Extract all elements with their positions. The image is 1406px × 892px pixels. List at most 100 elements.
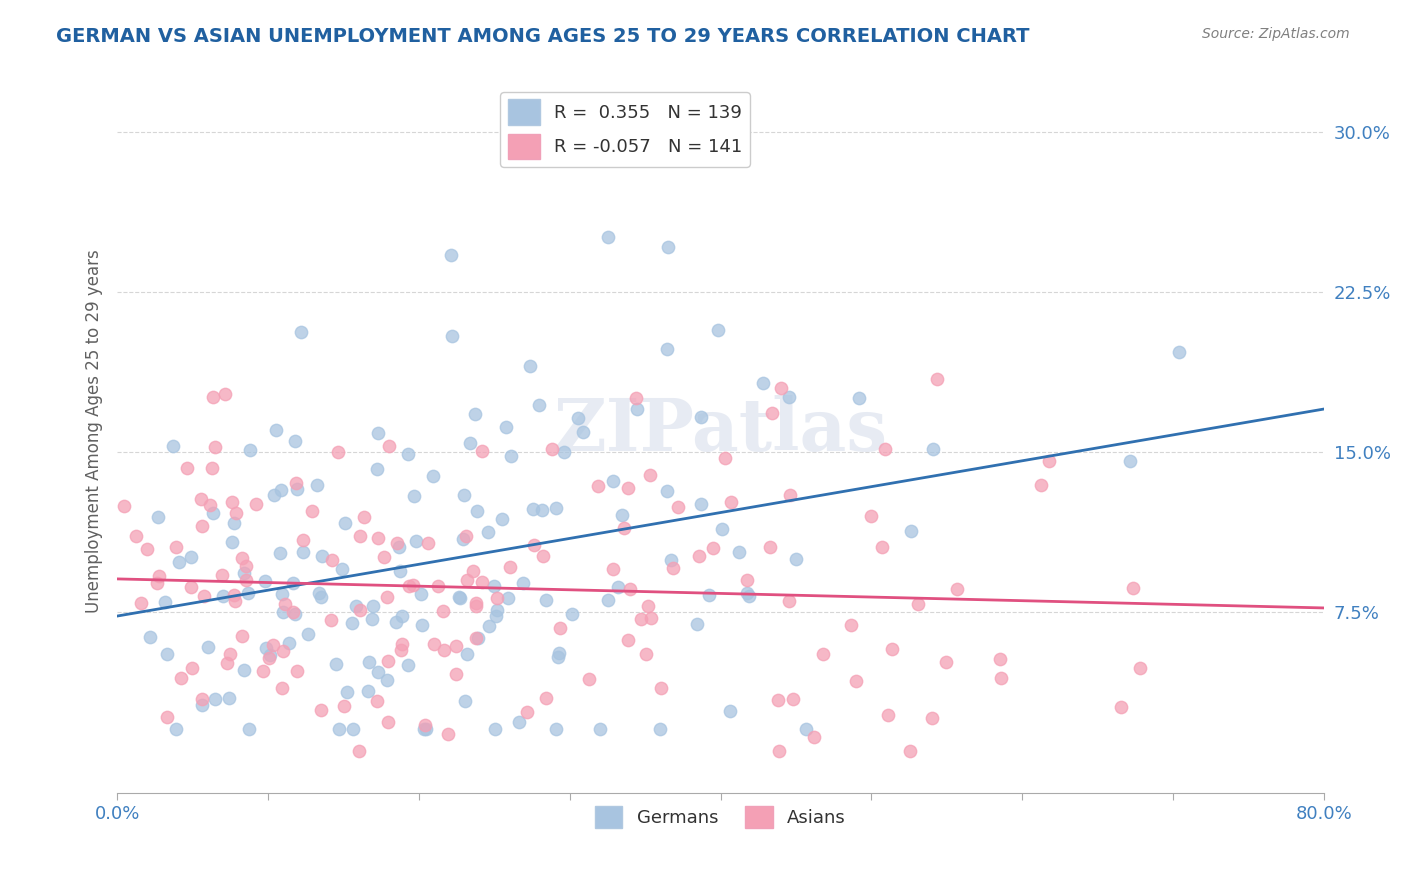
Germans [367,425,389,440]
Asians [778,594,800,608]
Germans [522,501,544,516]
Germans [685,617,707,632]
Asians [779,488,801,502]
Germans [284,607,307,621]
Germans [491,512,513,526]
Asians [1111,699,1133,714]
Germans [233,566,256,581]
Y-axis label: Unemployment Among Ages 25 to 29 years: Unemployment Among Ages 25 to 29 years [86,249,103,613]
Asians [385,536,408,550]
Germans [388,540,411,554]
Germans [572,425,595,439]
Asians [811,647,834,661]
Asians [877,707,900,722]
Asians [191,518,214,533]
Asians [578,672,600,686]
Asians [446,667,468,681]
Germans [794,723,817,737]
Germans [271,587,294,601]
Germans [375,673,398,688]
Germans [146,509,169,524]
Germans [534,593,557,607]
Germans [548,646,571,660]
Asians [112,499,135,513]
Asians [389,643,412,657]
Asians [180,580,202,594]
Germans [519,359,541,373]
Asians [880,642,903,657]
Germans [531,503,554,517]
Asians [367,531,389,545]
Asians [333,699,356,714]
Text: ZIPatlas: ZIPatlas [554,395,887,467]
Asians [761,406,783,420]
Asians [1122,581,1144,595]
Asians [252,664,274,678]
Germans [655,484,678,499]
Asians [1031,477,1053,491]
Germans [648,723,671,737]
Asians [347,744,370,758]
Asians [200,499,222,513]
Text: GERMAN VS ASIAN UNEMPLOYMENT AMONG AGES 25 TO 29 YEARS CORRELATION CHART: GERMAN VS ASIAN UNEMPLOYMENT AMONG AGES … [56,27,1029,45]
Germans [464,407,486,421]
Asians [222,588,245,602]
Germans [263,488,285,502]
Asians [471,574,494,589]
Germans [139,630,162,644]
Germans [264,423,287,437]
Asians [427,579,450,593]
Germans [728,545,751,559]
Asians [170,671,193,685]
Asians [465,596,488,610]
Asians [375,590,398,604]
Asians [737,573,759,587]
Asians [193,590,215,604]
Germans [269,547,291,561]
Asians [283,605,305,619]
Asians [231,628,253,642]
Asians [617,633,640,648]
Germans [657,240,679,254]
Asians [536,690,558,705]
Asians [640,610,662,624]
Asians [211,568,233,582]
Germans [366,462,388,476]
Germans [738,589,761,603]
Germans [283,576,305,591]
Asians [191,691,214,706]
Asians [413,718,436,732]
Asians [201,460,224,475]
Germans [360,612,382,626]
Asians [176,461,198,475]
Germans [278,635,301,649]
Germans [253,574,276,589]
Germans [512,575,534,590]
Germans [167,555,190,569]
Germans [440,329,463,343]
Germans [391,608,413,623]
Asians [516,705,538,719]
Germans [485,608,508,623]
Asians [224,593,246,607]
Germans [478,619,501,633]
Germans [388,564,411,578]
Germans [501,449,523,463]
Asians [875,442,897,456]
Asians [935,655,957,669]
Asians [377,654,399,668]
Asians [688,549,710,563]
Germans [307,478,329,492]
Asians [465,599,488,614]
Germans [290,325,312,339]
Germans [385,615,408,629]
Asians [349,603,371,617]
Asians [464,631,486,645]
Germans [495,420,517,434]
Germans [344,599,367,614]
Germans [922,442,945,456]
Germans [697,588,720,602]
Asians [201,390,224,404]
Germans [411,587,433,601]
Asians [257,650,280,665]
